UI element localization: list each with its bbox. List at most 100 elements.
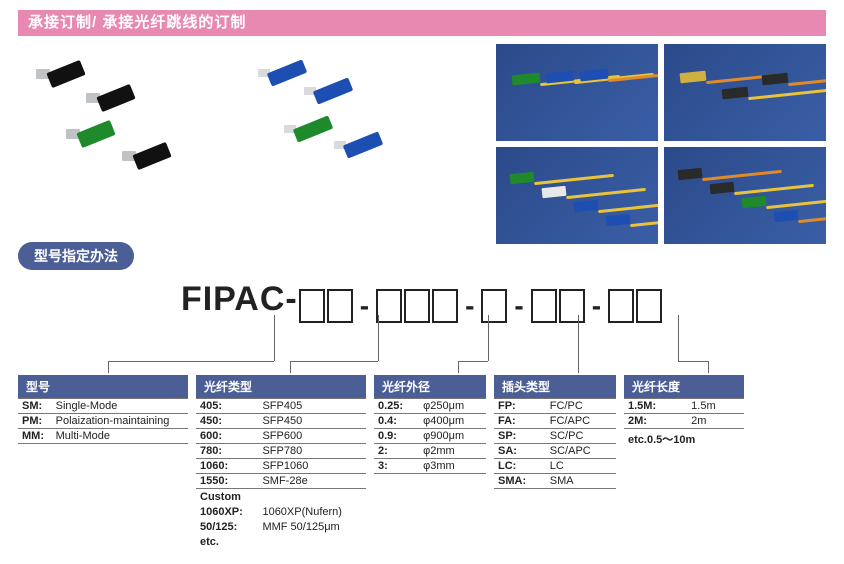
row-val: φ400μm — [419, 413, 486, 428]
table-connector: 插头类型 FP:FC/PCFA:FC/APCSP:SC/PCSA:SC/APCL… — [494, 375, 616, 549]
sc-connector-icon — [268, 66, 306, 80]
table-row: 50/125:MMF 50/125μm — [196, 519, 366, 534]
row-key: 1060: — [196, 458, 258, 473]
leader-line — [290, 361, 291, 373]
table-row: PM:Polaization-maintaining — [18, 413, 188, 428]
connector-icon — [606, 214, 631, 226]
table-row: 1060XP:1060XP(Nufern) — [196, 504, 366, 519]
table-row: etc.0.5～10m — [624, 428, 744, 448]
row-val: φ3mm — [419, 458, 486, 473]
row-val: φ250μm — [419, 398, 486, 413]
partnum-dash: - — [592, 290, 601, 321]
cable-icon — [734, 184, 814, 195]
table-row: 3:φ3mm — [374, 458, 486, 473]
table-row: Custom — [196, 488, 366, 504]
method-label-pill: 型号指定办法 — [18, 242, 134, 270]
sc-connector-icon — [294, 122, 332, 136]
table-row: 405:SFP405 — [196, 398, 366, 413]
cable-icon — [534, 174, 614, 185]
row-key: 450: — [196, 413, 258, 428]
top-region — [18, 36, 826, 236]
leader-line — [108, 361, 274, 362]
table-row: FP:FC/PC — [494, 398, 616, 413]
row-val: LC — [546, 458, 616, 473]
row-val: 1060XP(Nufern) — [258, 504, 366, 519]
table-row: 0.9:φ900μm — [374, 428, 486, 443]
row-key: 2M: — [624, 413, 687, 428]
table-row: 1550:SMF-28e — [196, 473, 366, 488]
partnum-box — [299, 289, 325, 323]
row-val: SFP405 — [258, 398, 366, 413]
fc-connector-icon — [78, 126, 114, 142]
table-connector-body: FP:FC/PCFA:FC/APCSP:SC/PCSA:SC/APCLC:LCS… — [494, 398, 616, 489]
leader-line — [290, 361, 378, 362]
spec-tables-row: 型号 SM:Single-ModePM:Polaization-maintain… — [18, 375, 826, 549]
table-row: SM:Single-Mode — [18, 398, 188, 413]
row-val: SFP600 — [258, 428, 366, 443]
row-key: 0.25: — [374, 398, 419, 413]
table-row: LC:LC — [494, 458, 616, 473]
partnum-box — [608, 289, 634, 323]
cable-icon — [798, 212, 826, 223]
product-photo — [496, 44, 658, 141]
connector-icon — [678, 168, 703, 180]
fc-connector-icon — [134, 148, 170, 164]
table-model-body: SM:Single-ModePM:Polaization-maintaining… — [18, 398, 188, 444]
partnum-box — [404, 289, 430, 323]
custom-label: Custom — [196, 488, 366, 504]
page-root: 承接订制/ 承接光纤跳线的订制 型号指定办法 FIPAC----- 型号 SM:… — [0, 10, 844, 564]
row-val: FC/PC — [546, 398, 616, 413]
row-val: φ900μm — [419, 428, 486, 443]
leader-line — [458, 361, 459, 373]
partnum-box — [432, 289, 458, 323]
row-val: SFP450 — [258, 413, 366, 428]
partnum-group — [607, 289, 663, 323]
table-row: 780:SFP780 — [196, 443, 366, 458]
table-connector-head: 插头类型 — [494, 375, 616, 398]
length-note: etc.0.5～10m — [624, 428, 744, 448]
leader-line — [488, 315, 489, 361]
row-key: 1.5M: — [624, 398, 687, 413]
table-fiber: 光纤类型 405:SFP405450:SFP450600:SFP600780:S… — [196, 375, 366, 549]
partnum-group — [298, 289, 354, 323]
leader-line — [578, 315, 579, 361]
row-key: PM: — [18, 413, 52, 428]
leader-line — [678, 315, 679, 361]
cable-icon — [748, 89, 826, 100]
cable-icon — [630, 216, 658, 227]
partnum-box — [376, 289, 402, 323]
row-key: 600: — [196, 428, 258, 443]
row-key: 2: — [374, 443, 419, 458]
row-key: 1550: — [196, 473, 258, 488]
row-val: Multi-Mode — [52, 428, 188, 443]
row-val: SFP780 — [258, 443, 366, 458]
table-fiber-body: 405:SFP405450:SFP450600:SFP600780:SFP780… — [196, 398, 366, 549]
row-val: Polaization-maintaining — [52, 413, 188, 428]
table-diameter-body: 0.25:φ250μm0.4:φ400μm0.9:φ900μm2:φ2mm3:φ… — [374, 398, 486, 474]
row-key: 3: — [374, 458, 419, 473]
cable-icon — [566, 188, 646, 199]
table-model-head: 型号 — [18, 375, 188, 398]
table-diameter-head: 光纤外径 — [374, 375, 486, 398]
connector-icon — [512, 73, 541, 86]
partnum-box — [559, 289, 585, 323]
banner: 承接订制/ 承接光纤跳线的订制 — [18, 10, 826, 36]
table-fiber-head: 光纤类型 — [196, 375, 366, 398]
row-val: 2m — [687, 413, 744, 428]
table-row: etc. — [196, 534, 366, 549]
row-val: SMF-28e — [258, 473, 366, 488]
row-val: SC/PC — [546, 428, 616, 443]
partnum-dash: - — [465, 290, 474, 321]
row-val: MMF 50/125μm — [258, 519, 366, 534]
row-key: LC: — [494, 458, 546, 473]
sc-connector-icon — [314, 84, 352, 98]
sc-connector-icon — [344, 138, 382, 152]
row-key: 0.4: — [374, 413, 419, 428]
cable-icon — [788, 75, 826, 86]
table-row: 0.4:φ400μm — [374, 413, 486, 428]
leader-line — [108, 361, 109, 373]
connector-icon — [710, 182, 735, 194]
leader-line — [378, 315, 379, 361]
partnum-group — [375, 289, 459, 323]
partnum-box — [531, 289, 557, 323]
